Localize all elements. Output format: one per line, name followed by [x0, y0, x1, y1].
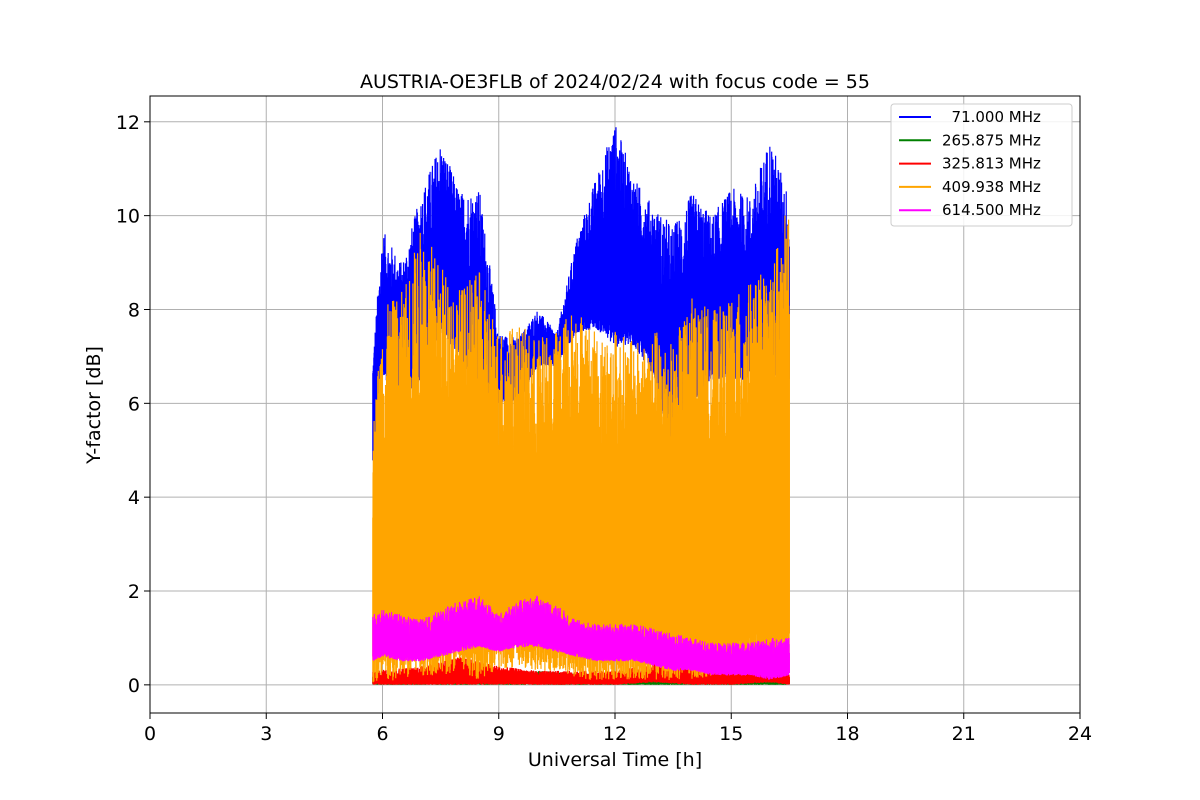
x-axis-label: Universal Time [h] [528, 749, 702, 771]
x-tick-label: 21 [952, 723, 976, 745]
legend-label: 71.000 MHz [942, 108, 1041, 126]
series-line [372, 595, 790, 680]
x-tick-label: 24 [1068, 723, 1092, 745]
y-tick-label: 2 [128, 581, 140, 603]
y-tick-label: 4 [128, 487, 140, 509]
legend-label: 265.875 MHz [942, 131, 1041, 149]
x-tick-label: 18 [835, 723, 859, 745]
x-tick-label: 15 [719, 723, 743, 745]
y-tick-label: 8 [128, 299, 140, 321]
series-3 [372, 215, 790, 683]
series-line [372, 215, 790, 683]
legend-box [890, 103, 1073, 227]
x-tick-label: 3 [260, 723, 272, 745]
legend-label: 409.938 MHz [942, 178, 1041, 196]
series-4 [372, 595, 790, 680]
series-line [372, 657, 790, 685]
y-tick-label: 12 [116, 112, 140, 134]
x-tick-label: 6 [376, 723, 388, 745]
legend-label: 325.813 MHz [942, 155, 1041, 173]
y-tick-label: 0 [128, 675, 140, 697]
x-tick-label: 12 [603, 723, 627, 745]
x-tick-label: 9 [493, 723, 505, 745]
chart-title: AUSTRIA-OE3FLB of 2024/02/24 with focus … [360, 71, 870, 93]
y-tick-label: 6 [128, 393, 140, 415]
y-axis-label: Y-factor [dB] [83, 346, 105, 465]
legend-label: 614.500 MHz [942, 201, 1041, 219]
y-tick-label: 10 [116, 206, 140, 228]
legend: 71.000 MHz 265.875 MHz 325.813 MHz 409.938 … [890, 103, 1073, 227]
data-area [372, 127, 790, 685]
x-tick-label: 0 [144, 723, 156, 745]
series-2 [372, 657, 790, 685]
